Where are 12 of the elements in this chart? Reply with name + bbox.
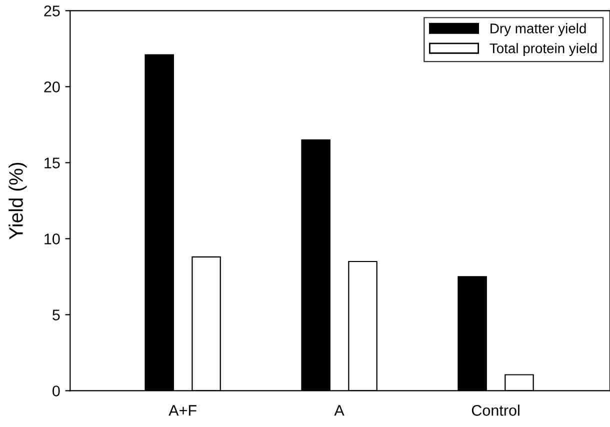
y-tick-label: 15 <box>44 158 60 168</box>
legend-label: Total protein yield <box>490 43 597 56</box>
x-tick-label: Control <box>472 404 520 416</box>
y-tick-label: 25 <box>44 6 60 16</box>
legend-label: Dry matter yield <box>490 23 586 36</box>
x-tick-label: A <box>334 405 344 416</box>
y-tick-label: 5 <box>52 310 60 320</box>
y-tick-label: 0 <box>52 386 60 396</box>
y-axis-title: Yield (%) <box>8 162 27 240</box>
y-tick-label: 10 <box>44 234 60 244</box>
y-tick-label: 20 <box>44 82 60 92</box>
x-tick-label: A+F <box>168 405 196 416</box>
